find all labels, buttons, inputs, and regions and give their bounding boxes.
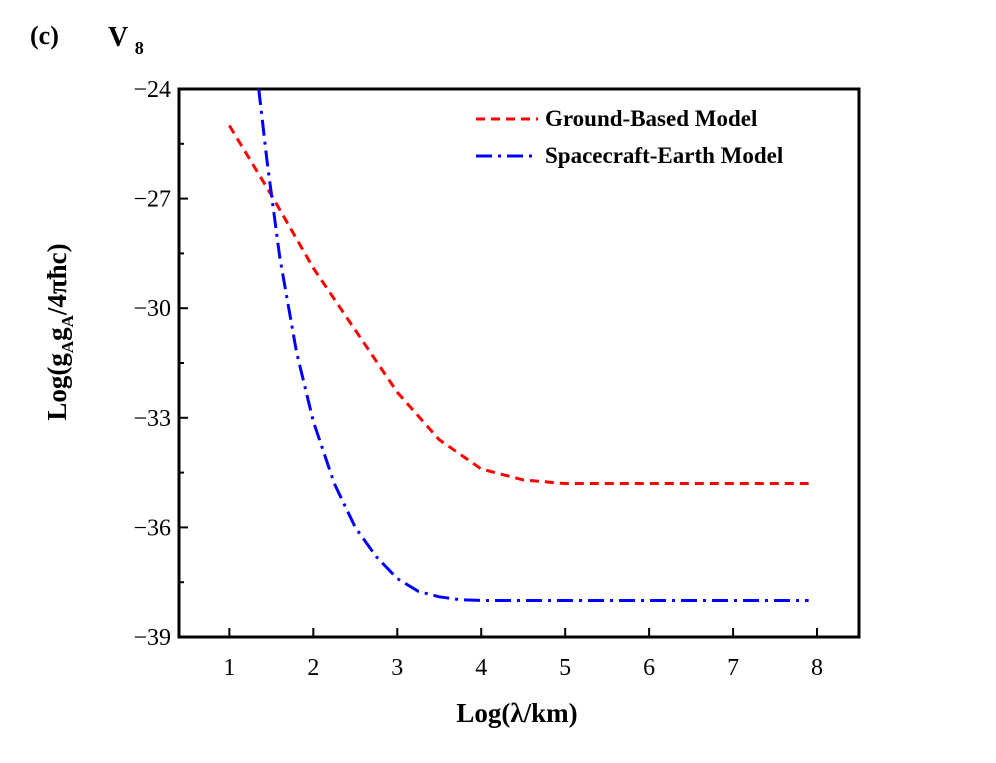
plot-frame — [177, 87, 861, 639]
y-tick-label: −27 — [133, 187, 171, 213]
x-tick-label: 5 — [559, 655, 571, 681]
x-tick-label: 6 — [643, 655, 655, 681]
x-axis-ticks: 1 2 3 4 5 6 7 8 — [223, 628, 823, 681]
y-axis-ticks: −24 −27 −30 −33 −36 −39 — [133, 77, 188, 651]
y-tick-label: −39 — [133, 625, 171, 651]
x-tick-label: 4 — [475, 655, 487, 681]
chart-title: V 8 — [108, 22, 144, 58]
y-axis-label-prefix: Log(g — [42, 353, 72, 421]
x-tick-label: 2 — [307, 655, 319, 681]
y-axis-label-sub1: A — [58, 340, 77, 353]
y-axis-label-sub2: A — [58, 314, 77, 327]
x-axis-label: Log(λ/km) — [456, 698, 577, 728]
legend-label-ground-based: Ground-Based Model — [545, 106, 757, 131]
y-tick-label: −36 — [133, 515, 171, 541]
y-axis-label: Log(gAgA/4πħc) — [42, 243, 77, 420]
y-tick-label: −30 — [133, 296, 171, 322]
x-tick-label: 1 — [223, 655, 235, 681]
x-tick-label: 7 — [727, 655, 739, 681]
chart-title-subscript: 8 — [135, 38, 144, 58]
y-tick-label: −33 — [133, 406, 171, 432]
series-line-0 — [228, 124, 809, 486]
series-group — [228, 89, 809, 602]
chart-title-main: V — [108, 22, 128, 53]
panel-label: (c) — [30, 21, 59, 50]
y-tick-label: −24 — [133, 77, 171, 103]
y-axis-label-suffix: /4πħc) — [42, 243, 72, 316]
x-tick-label: 3 — [391, 655, 403, 681]
x-tick-label: 8 — [811, 655, 823, 681]
series-line-1 — [257, 89, 809, 602]
legend: Ground-Based Model Spacecraft-Earth Mode… — [476, 106, 783, 168]
legend-label-spacecraft-earth: Spacecraft-Earth Model — [545, 143, 783, 168]
y-axis-label-mid: g — [42, 327, 72, 341]
